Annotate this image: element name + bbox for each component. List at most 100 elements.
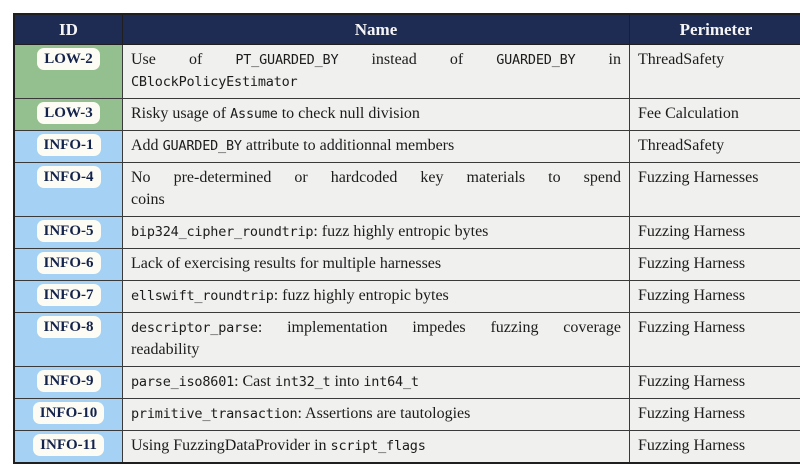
finding-name-line: descriptor_parse: implementation impedes…	[131, 317, 621, 339]
finding-name-line: No pre-determined or hardcoded key mater…	[131, 167, 621, 189]
finding-name-cell: bip324_cipher_roundtrip: fuzz highly ent…	[123, 217, 630, 249]
finding-name-line: ellswift_roundtrip: fuzz highly entropic…	[131, 285, 621, 307]
finding-name-line: readability	[131, 339, 621, 361]
findings-table-body: LOW-2 Use of PT_GUARDED_BY instead of GU…	[14, 45, 800, 464]
name-text: Using FuzzingDataProvider in	[131, 437, 331, 454]
code-text: int32_t	[275, 374, 331, 390]
column-header-perimeter: Perimeter	[630, 14, 800, 45]
findings-table: ID Name Perimeter LOW-2 Use of PT_GUARDE…	[13, 13, 800, 464]
finding-id-badge: INFO-4	[37, 166, 101, 188]
finding-id-badge: INFO-8	[37, 316, 101, 338]
code-text: GUARDED_BY	[163, 138, 242, 154]
finding-name-cell: No pre-determined or hardcoded key mater…	[123, 163, 630, 217]
table-header-row: ID Name Perimeter	[14, 14, 800, 45]
finding-row: LOW-3 Risky usage of Assume to check nul…	[14, 99, 800, 131]
finding-id-cell: INFO-11	[14, 431, 123, 464]
code-text: CBlockPolicyEstimator	[131, 74, 297, 90]
finding-id-cell: INFO-7	[14, 281, 123, 313]
name-text: : fuzz highly entropic bytes	[274, 287, 449, 304]
finding-perimeter: Fuzzing Harness	[630, 313, 800, 367]
finding-perimeter: Fee Calculation	[630, 99, 800, 131]
code-text: ellswift_roundtrip	[131, 288, 274, 304]
finding-id-cell: LOW-2	[14, 45, 123, 99]
finding-perimeter: Fuzzing Harness	[630, 249, 800, 281]
finding-perimeter: Fuzzing Harness	[630, 217, 800, 249]
name-text: : Assertions are tautologies	[297, 405, 470, 422]
finding-perimeter: Fuzzing Harness	[630, 399, 800, 431]
name-text: Lack of exercising results for multiple …	[131, 255, 441, 272]
code-text: int64_t	[363, 374, 419, 390]
finding-row: INFO-4 No pre-determined or hardcoded ke…	[14, 163, 800, 217]
finding-name-cell: Risky usage of Assume to check null divi…	[123, 99, 630, 131]
finding-name-line: Lack of exercising results for multiple …	[131, 253, 621, 275]
name-text: : fuzz highly entropic bytes	[313, 223, 488, 240]
finding-id-cell: INFO-8	[14, 313, 123, 367]
code-text: Assume	[230, 106, 278, 122]
finding-row: LOW-2 Use of PT_GUARDED_BY instead of GU…	[14, 45, 800, 99]
finding-row: INFO-11 Using FuzzingDataProvider in scr…	[14, 431, 800, 464]
finding-name-line: Add GUARDED_BY attribute to additionnal …	[131, 135, 621, 157]
finding-perimeter: Fuzzing Harness	[630, 431, 800, 464]
name-text: coins	[131, 191, 165, 208]
finding-name-cell: Add GUARDED_BY attribute to additionnal …	[123, 131, 630, 163]
finding-name-cell: primitive_transaction: Assertions are ta…	[123, 399, 630, 431]
finding-perimeter: Fuzzing Harnesses	[630, 163, 800, 217]
name-text: attribute to additionnal members	[242, 137, 454, 154]
finding-name-cell: Lack of exercising results for multiple …	[123, 249, 630, 281]
name-text: Add	[131, 137, 163, 154]
finding-id-badge: LOW-2	[37, 48, 100, 70]
name-text: instead of	[338, 51, 496, 68]
finding-name-line: Use of PT_GUARDED_BY instead of GUARDED_…	[131, 49, 621, 71]
name-text: into	[330, 373, 363, 390]
finding-id-badge: INFO-10	[33, 402, 105, 424]
finding-id-cell: INFO-4	[14, 163, 123, 217]
finding-name-line: Using FuzzingDataProvider in script_flag…	[131, 435, 621, 457]
code-text: parse_iso8601	[131, 374, 234, 390]
finding-id-cell: LOW-3	[14, 99, 123, 131]
finding-name-cell: descriptor_parse: implementation impedes…	[123, 313, 630, 367]
column-header-id: ID	[14, 14, 123, 45]
finding-id-cell: INFO-5	[14, 217, 123, 249]
finding-row: INFO-7 ellswift_roundtrip: fuzz highly e…	[14, 281, 800, 313]
finding-id-badge: INFO-7	[37, 284, 101, 306]
finding-id-badge: INFO-11	[33, 434, 104, 456]
finding-name-cell: ellswift_roundtrip: fuzz highly entropic…	[123, 281, 630, 313]
finding-id-cell: INFO-10	[14, 399, 123, 431]
code-text: bip324_cipher_roundtrip	[131, 224, 313, 240]
finding-name-line: primitive_transaction: Assertions are ta…	[131, 403, 621, 425]
finding-row: INFO-5 bip324_cipher_roundtrip: fuzz hig…	[14, 217, 800, 249]
finding-id-badge: INFO-9	[37, 370, 101, 392]
code-text: descriptor_parse	[131, 320, 258, 336]
finding-name-line: coins	[131, 189, 621, 211]
finding-row: INFO-9 parse_iso8601: Cast int32_t into …	[14, 367, 800, 399]
finding-row: INFO-1 Add GUARDED_BY attribute to addit…	[14, 131, 800, 163]
finding-name-line: Risky usage of Assume to check null divi…	[131, 103, 621, 125]
code-text: script_flags	[331, 438, 426, 454]
code-text: GUARDED_BY	[496, 52, 575, 68]
finding-id-badge: INFO-6	[37, 252, 101, 274]
name-text: Risky usage of	[131, 105, 230, 122]
finding-perimeter: Fuzzing Harness	[630, 367, 800, 399]
name-text: to check null division	[278, 105, 420, 122]
finding-id-cell: INFO-1	[14, 131, 123, 163]
finding-name-line: bip324_cipher_roundtrip: fuzz highly ent…	[131, 221, 621, 243]
name-text: No pre-determined or hardcoded key mater…	[131, 169, 621, 186]
code-text: PT_GUARDED_BY	[235, 52, 338, 68]
name-text: readability	[131, 341, 199, 358]
finding-perimeter: ThreadSafety	[630, 131, 800, 163]
name-text: : Cast	[234, 373, 275, 390]
finding-name-cell: Using FuzzingDataProvider in script_flag…	[123, 431, 630, 464]
name-text: in	[575, 51, 621, 68]
finding-name-line: parse_iso8601: Cast int32_t into int64_t	[131, 371, 621, 393]
column-header-name: Name	[123, 14, 630, 45]
finding-perimeter: ThreadSafety	[630, 45, 800, 99]
finding-row: INFO-6 Lack of exercising results for mu…	[14, 249, 800, 281]
name-text: : implementation impedes fuzzing coverag…	[258, 319, 621, 336]
finding-id-cell: INFO-6	[14, 249, 123, 281]
finding-name-cell: parse_iso8601: Cast int32_t into int64_t	[123, 367, 630, 399]
finding-row: INFO-8 descriptor_parse: implementation …	[14, 313, 800, 367]
finding-id-badge: INFO-5	[37, 220, 101, 242]
finding-id-cell: INFO-9	[14, 367, 123, 399]
finding-perimeter: Fuzzing Harness	[630, 281, 800, 313]
